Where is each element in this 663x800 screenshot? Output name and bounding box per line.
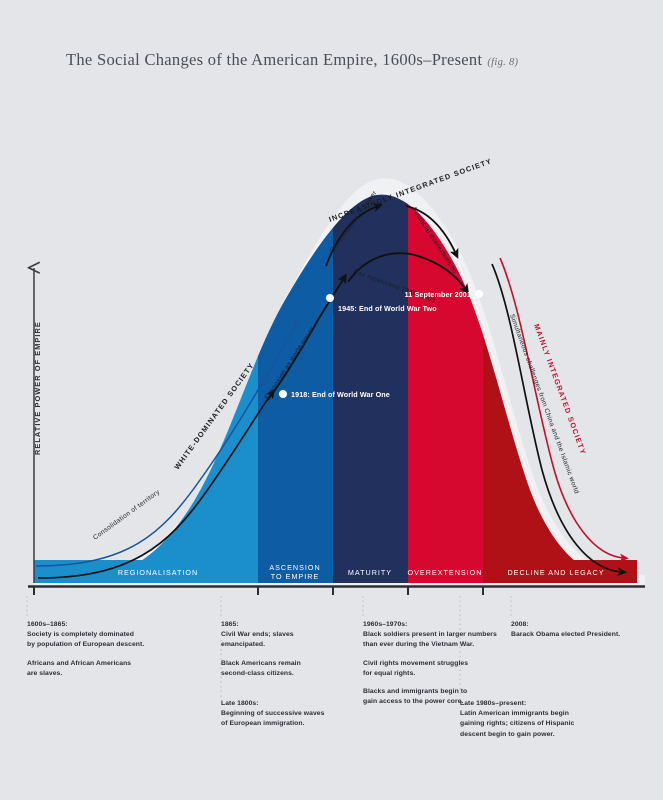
arrow-financial-overextension	[405, 205, 459, 259]
band-label-ascension-line1: ASCENSION	[269, 563, 320, 572]
phase-legend-strip: REGIONALISATION ASCENSION TO EMPIRE MATU…	[34, 560, 637, 583]
band-label-maturity: MATURITY	[348, 568, 392, 577]
note-heading: Late 1800s:	[221, 700, 259, 707]
note-heading: 2008:	[511, 621, 529, 628]
page-title-text: The Social Changes of the American Empir…	[66, 50, 483, 69]
y-axis-label: RELATIVE POWER OF EMPIRE	[33, 321, 42, 455]
event-dot-wwii[interactable]	[326, 294, 334, 302]
note-late-1800s: Late 1800s: Beginning of successive wave…	[221, 699, 386, 730]
event-dot-sept11[interactable]	[475, 290, 483, 298]
arrow-mainly-integrated-red	[499, 257, 629, 562]
arrow-consolidation-power	[325, 203, 384, 267]
band-label-regionalisation: REGIONALISATION	[118, 568, 198, 577]
descending-arrows	[491, 257, 629, 577]
legend-band-decline[interactable]	[483, 560, 637, 583]
arrow-expansion-world-power	[267, 273, 347, 401]
event-label-sept11: 11 September 2001	[405, 290, 471, 299]
legend-band-ascension[interactable]	[258, 560, 333, 583]
band-label-ascension-line2: TO EMPIRE	[271, 572, 319, 581]
arrow-simultaneous-challenges	[491, 263, 628, 577]
note-body: Beginning of successive waves of Europea…	[221, 710, 325, 728]
arrow-blue-outer	[35, 318, 301, 567]
note-body: Society is completely dominated by popul…	[27, 631, 145, 649]
band-fill-maturity	[333, 194, 408, 583]
note-heading: 1960s–1970s:	[363, 621, 408, 628]
note-leader-lines	[26, 596, 512, 697]
band-label-overextension: OVEREXTENSION	[408, 568, 483, 577]
arrow-consolidation-territory	[37, 388, 276, 579]
note-body: Black Americans remain second-class citi…	[221, 659, 301, 677]
note-body: Latin American immigrants begin gaining …	[460, 710, 575, 738]
note-heading: 1600s–1865:	[27, 621, 68, 628]
note-1865: 1865: Civil War ends; slaves emancipated…	[221, 620, 371, 679]
note-1960s-1970s: 1960s–1970s: Black soldiers present in l…	[363, 620, 548, 707]
figure-reference: (fig. 8)	[487, 57, 519, 68]
note-late-1980s: Late 1980s–present: Latin American immig…	[460, 699, 640, 740]
arrow-pax-americana	[347, 252, 470, 295]
note-body: Civil rights movement struggles for equa…	[363, 659, 469, 677]
page-title: The Social Changes of the American Empir…	[66, 50, 518, 70]
note-heading: Late 1980s–present:	[460, 700, 527, 707]
apex-arrows	[325, 203, 470, 295]
legend-band-regionalisation[interactable]	[34, 560, 258, 583]
note-body: Africans and African Americans are slave…	[27, 659, 132, 677]
event-label-wwii: 1945: End of World War Two	[338, 304, 437, 313]
note-2008: 2008: Barack Obama elected President.	[511, 620, 663, 640]
note-heading: 1865:	[221, 621, 239, 628]
event-label-wwi: 1918: End of World War One	[291, 390, 390, 399]
note-body: Civil War ends; slaves emancipated.	[221, 631, 294, 649]
legend-band-maturity[interactable]	[333, 560, 408, 583]
ascending-arrows	[35, 273, 347, 579]
band-label-decline: DECLINE AND LEGACY	[507, 568, 604, 577]
note-body: Blacks and immigrants begin to gain acce…	[363, 688, 468, 706]
event-dot-wwi[interactable]	[279, 390, 287, 398]
note-1600s-1865: 1600s–1865: Society is completely domina…	[27, 620, 202, 679]
event-markers: 1918: End of World War One 1945: End of …	[279, 290, 483, 399]
band-fill-decline	[483, 194, 637, 583]
legend-band-overextension[interactable]	[408, 560, 483, 583]
axes: RELATIVE POWER OF EMPIRE	[28, 268, 645, 595]
note-body: Barack Obama elected President.	[511, 631, 621, 639]
note-body: Black soldiers present in larger numbers…	[363, 631, 497, 649]
